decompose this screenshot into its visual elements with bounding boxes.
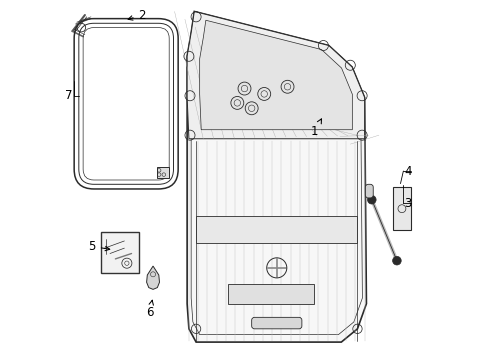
Polygon shape — [187, 12, 364, 139]
Circle shape — [367, 195, 375, 204]
FancyBboxPatch shape — [392, 187, 410, 230]
Text: 5: 5 — [88, 240, 109, 253]
Text: 3: 3 — [403, 197, 410, 210]
Polygon shape — [199, 20, 352, 130]
Circle shape — [392, 256, 400, 265]
Text: 7: 7 — [65, 89, 72, 102]
Polygon shape — [187, 12, 366, 342]
Polygon shape — [146, 266, 159, 289]
Text: 4: 4 — [403, 165, 410, 177]
FancyBboxPatch shape — [228, 284, 314, 304]
Text: 1: 1 — [310, 119, 321, 138]
FancyBboxPatch shape — [196, 216, 357, 243]
FancyBboxPatch shape — [157, 167, 168, 178]
FancyBboxPatch shape — [251, 318, 301, 329]
Text: 2: 2 — [128, 9, 146, 22]
FancyBboxPatch shape — [365, 184, 372, 198]
Text: 6: 6 — [145, 300, 153, 319]
FancyBboxPatch shape — [101, 232, 139, 273]
